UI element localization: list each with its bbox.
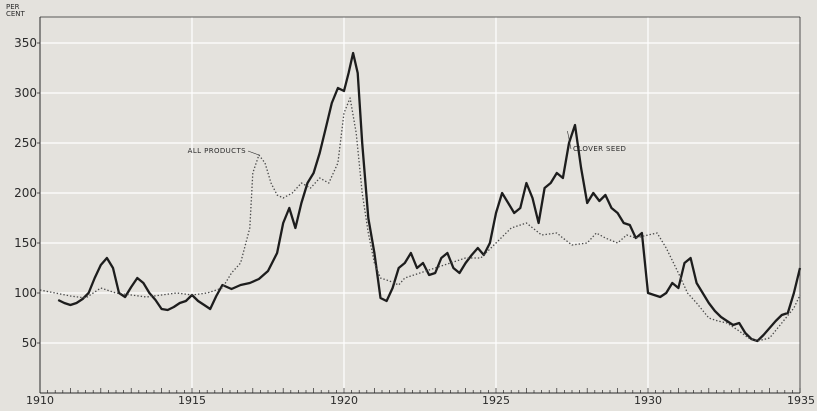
annotation-label: ALL PRODUCTS xyxy=(188,147,246,155)
y-tick-label: 350 xyxy=(14,36,37,50)
annotation-leader xyxy=(567,130,572,150)
annotation-label: CLOVER SEED xyxy=(573,145,626,153)
series-line-all-products xyxy=(39,97,801,342)
series-line-clover-seed xyxy=(57,51,802,343)
y-unit-label: CENT xyxy=(6,10,26,18)
annotations: ALL PRODUCTS CLOVER SEED xyxy=(188,130,626,156)
series-lines xyxy=(39,51,802,343)
y-tick-label: 100 xyxy=(14,286,37,300)
x-tick-label: 1920 xyxy=(330,394,358,407)
x-tick-label: 1910 xyxy=(26,394,54,407)
gridlines xyxy=(40,17,800,393)
y-tick-label: 250 xyxy=(14,136,37,150)
tick-labels: 50 100 150 200 250 300 350 1910 1915 1920 1925 1930… xyxy=(6,3,815,407)
y-tick-label: 300 xyxy=(14,86,37,100)
x-tick-label: 1935 xyxy=(787,394,815,407)
x-tick-label: 1930 xyxy=(634,394,662,407)
annotation-leader xyxy=(247,150,259,156)
y-tick-label: 50 xyxy=(22,336,37,350)
x-tick-label: 1915 xyxy=(178,394,206,407)
y-tick-label: 200 xyxy=(14,186,37,200)
axes xyxy=(37,16,801,394)
x-tick-label: 1925 xyxy=(482,394,510,407)
y-unit-label: PER xyxy=(6,3,20,11)
y-tick-label: 150 xyxy=(14,236,37,250)
